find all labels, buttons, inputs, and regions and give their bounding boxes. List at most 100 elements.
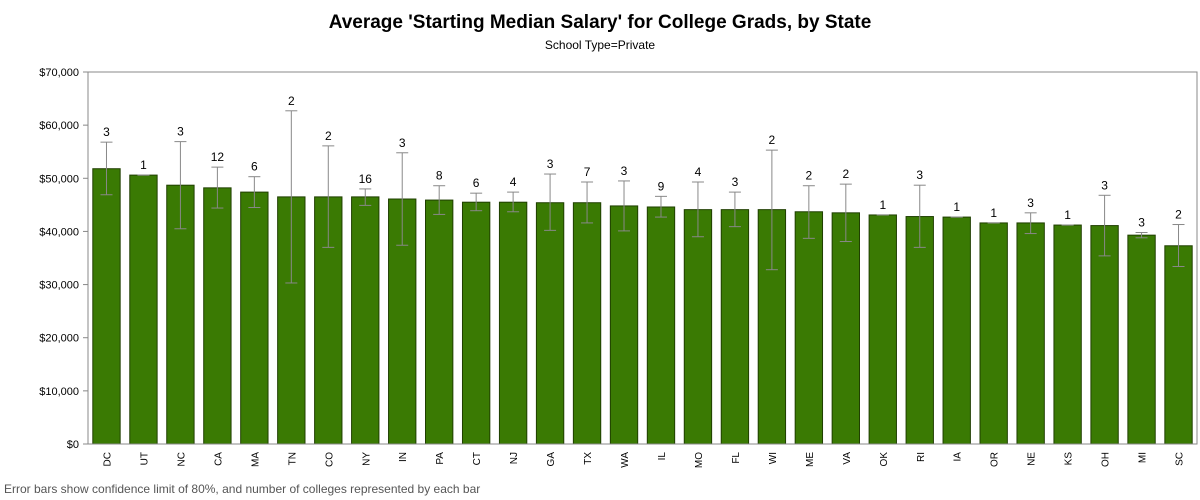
- bar-nj: [498, 201, 528, 445]
- y-tick-label: $10,000: [39, 386, 79, 398]
- x-category-label-ks: KS: [1064, 452, 1075, 466]
- y-tick-label: $60,000: [39, 120, 79, 132]
- error-bar-dc: [100, 141, 113, 196]
- count-labels-group: 3 1 3 12 6 2 2 16 3 8 6 4 3 7 3 9 4 3 2 2 2 1 3 1 1 3 1 3 3 2: [103, 94, 1182, 230]
- chart-subtitle: School Type=Private: [544, 38, 656, 52]
- count-label-ri: 3: [916, 168, 923, 182]
- count-label-ks: 1: [1064, 208, 1071, 222]
- error-bar-il: [654, 195, 667, 218]
- count-label-wi: 2: [769, 133, 776, 147]
- count-label-tn: 2: [288, 94, 295, 108]
- count-label-ia: 1: [953, 200, 960, 214]
- x-category-label-dc: DC: [102, 452, 113, 466]
- count-label-ga: 3: [547, 157, 554, 171]
- error-bar-sc: [1172, 224, 1185, 268]
- error-bar-mi: [1135, 231, 1148, 239]
- error-bar-fl: [728, 191, 741, 228]
- x-category-label-oh: OH: [1101, 452, 1112, 467]
- chart-title: Average 'Starting Median Salary' for Col…: [328, 12, 872, 33]
- bar-ok: [868, 214, 897, 445]
- y-tick-label: $30,000: [39, 280, 79, 292]
- x-category-label-sc: SC: [1175, 452, 1186, 466]
- error-bar-wi: [765, 149, 778, 271]
- bars-group: [92, 168, 1193, 445]
- count-label-dc: 3: [103, 125, 110, 139]
- x-category-label-mo: MO: [694, 452, 705, 468]
- x-category-label-nc: NC: [176, 452, 187, 466]
- error-bar-tx: [581, 181, 594, 224]
- x-category-label-me: ME: [805, 452, 816, 467]
- count-label-wa: 3: [621, 164, 628, 178]
- error-bar-ct: [470, 192, 483, 212]
- count-label-ne: 3: [1027, 196, 1034, 210]
- x-axis-categories: DC UT NC CA MA TN CO NY IN PA CT NJ GA TX WA IL MO FL WI ME…: [102, 452, 1185, 469]
- x-category-label-ok: OK: [879, 452, 890, 467]
- x-category-label-mi: MI: [1138, 452, 1149, 463]
- error-bar-in: [396, 152, 409, 246]
- x-category-label-tx: TX: [583, 452, 594, 465]
- count-label-nj: 4: [510, 175, 517, 189]
- count-label-pa: 8: [436, 169, 443, 183]
- error-bar-pa: [433, 185, 446, 215]
- error-bar-wa: [618, 180, 631, 232]
- count-label-fl: 3: [732, 175, 739, 189]
- x-category-label-wi: WI: [768, 452, 779, 464]
- error-bar-nj: [507, 191, 520, 213]
- bar-mo: [683, 209, 713, 445]
- y-tick-label: $0: [67, 439, 79, 451]
- count-label-mi: 3: [1138, 215, 1145, 229]
- bar-il: [646, 206, 676, 445]
- bar-ri: [905, 216, 934, 445]
- x-category-label-ia: IA: [953, 452, 964, 462]
- error-bar-ga: [544, 173, 557, 231]
- error-bar-ma: [248, 176, 261, 209]
- plot-frame: [87, 71, 1198, 445]
- count-label-ma: 6: [251, 160, 258, 174]
- bar-ca: [203, 187, 232, 445]
- count-label-ny: 16: [359, 172, 373, 186]
- bar-ny: [351, 196, 380, 445]
- error-bar-ny: [359, 188, 372, 206]
- count-label-ca: 12: [211, 150, 225, 164]
- x-category-label-va: VA: [842, 452, 853, 465]
- y-tick-label: $70,000: [39, 67, 79, 79]
- x-category-label-il: IL: [657, 452, 668, 461]
- x-category-label-nj: NJ: [509, 452, 520, 464]
- bar-tx: [572, 202, 602, 445]
- y-tick-label: $40,000: [39, 226, 79, 238]
- count-label-co: 2: [325, 129, 332, 143]
- count-label-mo: 4: [695, 165, 702, 179]
- count-label-in: 3: [399, 136, 406, 150]
- count-label-nc: 3: [177, 125, 184, 139]
- bar-pa: [425, 199, 454, 445]
- x-category-label-ma: MA: [250, 452, 261, 467]
- count-label-ct: 6: [473, 176, 480, 190]
- error-bar-ca: [211, 166, 224, 209]
- x-category-label-co: CO: [324, 452, 335, 467]
- bar-dc: [92, 168, 121, 445]
- error-bars-group: [100, 110, 1185, 284]
- y-tick-label: $20,000: [39, 333, 79, 345]
- y-axis: $0 $10,000 $20,000 $30,000 $40,000 $50,000 $60…: [39, 67, 88, 451]
- count-label-ut: 1: [140, 158, 147, 172]
- x-category-label-tn: TN: [287, 452, 298, 465]
- x-category-label-ri: RI: [916, 452, 927, 462]
- bar-ut: [129, 174, 158, 445]
- bar-ct: [461, 201, 491, 445]
- y-tick-label: $50,000: [39, 173, 79, 185]
- error-bar-va: [839, 183, 852, 243]
- x-category-label-wa: WA: [620, 452, 631, 468]
- bar-ga: [535, 202, 565, 445]
- bar-oh: [1090, 225, 1119, 445]
- error-bar-mo: [691, 181, 704, 238]
- error-bar-tn: [285, 110, 298, 284]
- bar-fl: [720, 209, 750, 445]
- x-category-label-fl: FL: [731, 452, 742, 464]
- count-label-or: 1: [990, 206, 997, 220]
- x-category-label-ny: NY: [361, 452, 372, 466]
- count-label-va: 2: [842, 167, 849, 181]
- bar-ia: [942, 216, 971, 445]
- count-label-me: 2: [806, 169, 813, 183]
- error-bar-ne: [1024, 212, 1037, 235]
